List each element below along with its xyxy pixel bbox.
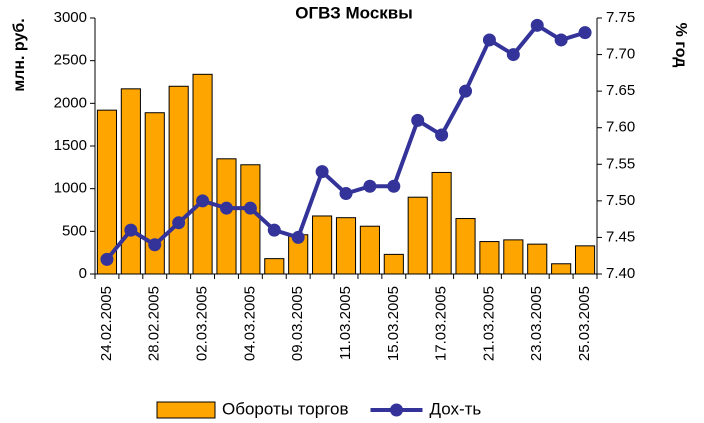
bar [383,253,404,275]
line-marker [100,252,114,266]
x-tick-label: 04.03.2005 [241,286,258,361]
bar [168,85,189,275]
y2-tick-label: 7.40 [606,265,635,282]
line-marker [363,179,377,193]
line-marker [172,216,186,230]
y-tick-label: 2500 [54,52,87,69]
bar [335,217,357,275]
x-tick-label: 24.02.2005 [98,286,115,361]
bar [455,218,476,275]
line-marker [291,230,305,244]
bar [479,241,500,275]
x-tick-label: 23.03.2005 [528,286,545,361]
bar [359,225,380,275]
line-marker [267,223,281,237]
line-marker [482,33,496,47]
line-marker [578,26,592,40]
line-marker [148,238,162,252]
x-tick-label: 17.03.2005 [433,286,450,361]
y-tick-label: 3000 [54,9,87,26]
line-marker [459,84,473,98]
bar [431,171,452,275]
bar [216,158,237,275]
line-marker [506,48,520,62]
legend-label: Обороты торгов [222,399,349,418]
bar [264,258,285,275]
x-tick-label: 25.03.2005 [576,286,593,361]
line-marker [315,165,329,179]
y2-tick-label: 7.50 [606,192,635,209]
bar [312,215,333,275]
y2-tick-label: 7.55 [606,155,635,172]
y-tick-label: 1500 [54,137,87,154]
line-marker [554,33,568,47]
bar [551,263,572,275]
x-tick-label: 02.03.2005 [194,286,211,361]
y2-tick-label: 7.60 [606,119,635,136]
y-tick-label: 1000 [54,180,87,197]
y-tick-label: 0 [79,265,87,282]
legend-marker [390,403,403,417]
y2-tick-label: 7.65 [606,82,635,99]
line-marker [411,113,425,127]
bar [503,239,524,275]
chart-title: ОГВЗ Москвы [295,3,413,22]
bar [192,73,213,275]
bar [574,245,596,275]
x-tick-label: 28.02.2005 [146,286,163,361]
bar [120,88,141,275]
y-tick-label: 2000 [54,94,87,111]
bar [96,109,118,275]
line-marker [219,201,233,215]
x-tick-label: 11.03.2005 [337,286,354,360]
line-marker [196,194,210,208]
line-marker [124,223,138,237]
line-marker [243,201,257,215]
line-marker [387,179,401,193]
x-tick-label: 21.03.2005 [480,286,497,361]
legend-label: Дох-ть [430,399,482,418]
bar [144,112,165,275]
x-tick-label: 09.03.2005 [289,286,306,361]
y-tick-label: 500 [62,222,87,239]
bar [407,196,428,275]
y2-axis-title: % год [672,23,689,68]
line-marker [530,18,544,32]
y2-tick-label: 7.75 [606,9,635,26]
legend-swatch [156,401,216,419]
bar [240,164,261,275]
y2-tick-label: 7.70 [606,46,635,63]
bar [527,243,548,275]
y-axis-title: млн. руб. [11,18,28,91]
x-tick-label: 15.03.2005 [385,286,402,361]
line-marker [435,128,449,142]
y2-tick-label: 7.45 [606,228,635,245]
line-marker [339,187,353,201]
